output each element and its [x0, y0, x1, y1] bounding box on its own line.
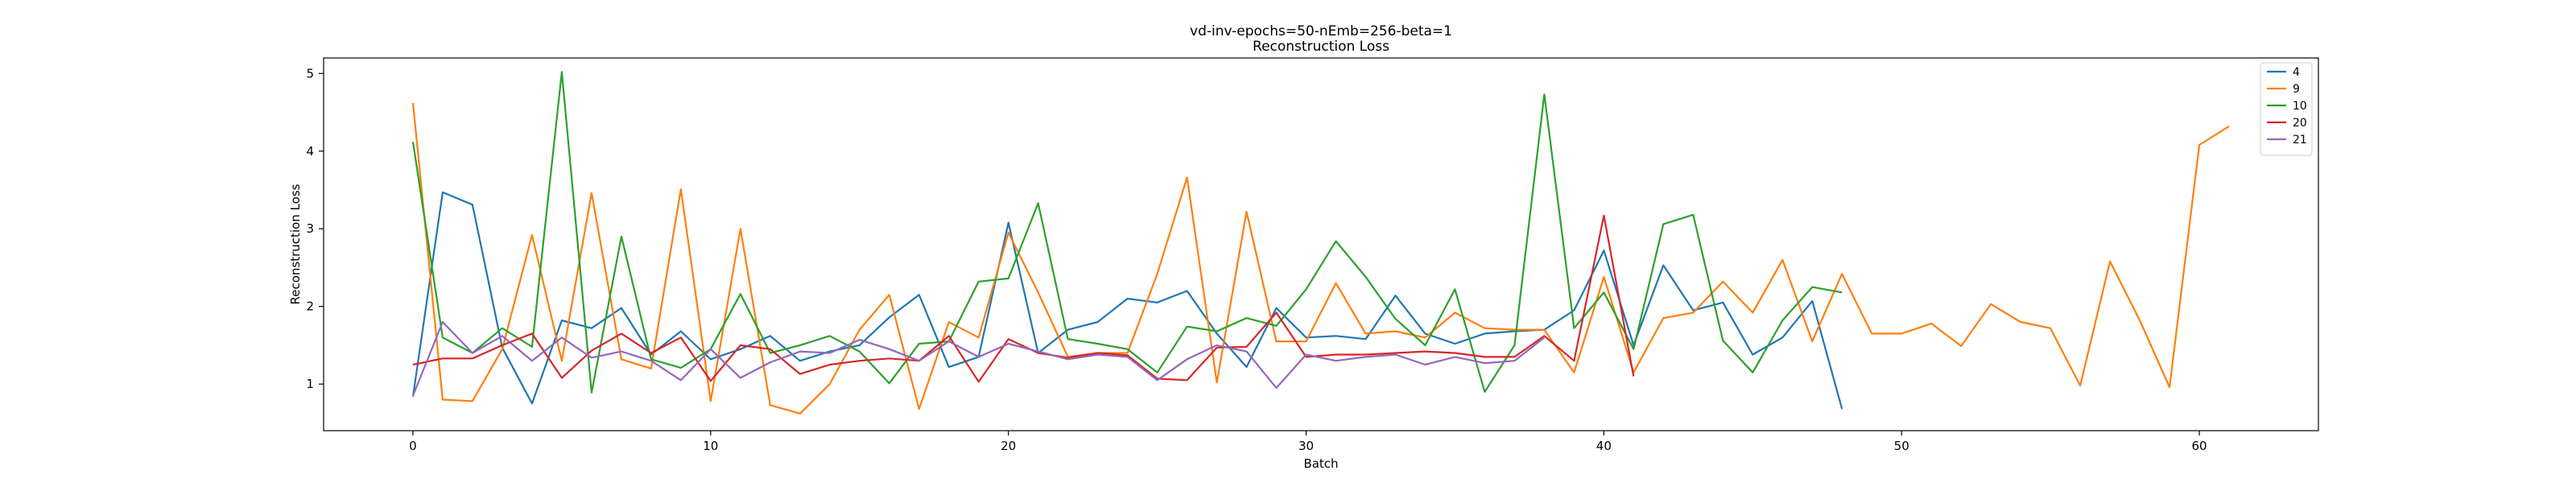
- y-tick-label: 1: [306, 377, 314, 391]
- series-line-21: [411, 320, 1546, 397]
- x-tick-label: 0: [409, 439, 417, 453]
- x-tick-label: 50: [1894, 439, 1909, 453]
- series-line-9: [411, 102, 2230, 415]
- y-axis-label: Reconstruction Loss: [288, 184, 303, 304]
- legend: 4 9 10 20 21: [2260, 62, 2313, 156]
- chart-title: vd-inv-epochs=50-nEmb=256-beta=1: [1190, 23, 1452, 39]
- legend-label: 21: [2293, 134, 2307, 147]
- y-tick-label: 3: [306, 221, 314, 236]
- legend-label: 9: [2293, 83, 2300, 96]
- series-layer: [411, 71, 2230, 415]
- x-tick-label: 10: [703, 439, 718, 453]
- legend-label: 10: [2293, 100, 2307, 113]
- legend-box: [2260, 62, 2313, 156]
- x-axis-label: Batch: [1303, 456, 1338, 471]
- series-line-20: [412, 214, 1635, 383]
- x-tick-label: 30: [1298, 439, 1314, 453]
- chart-subtitle: Reconstruction Loss: [1253, 39, 1389, 55]
- y-tick-label: 5: [306, 66, 314, 80]
- series-line-10: [411, 71, 1843, 394]
- legend-label: 4: [2293, 66, 2300, 79]
- y-tick-label: 2: [306, 299, 314, 314]
- y-tick-label: 4: [306, 144, 314, 159]
- legend-label: 20: [2293, 117, 2307, 130]
- y-axis: 1 2 3 4 5: [306, 66, 324, 391]
- x-tick-label: 20: [1001, 439, 1016, 453]
- series-line-4: [411, 191, 1843, 410]
- plot-frame: [323, 57, 2319, 431]
- x-tick-label: 60: [2192, 439, 2207, 453]
- x-axis: 0 10 20 30 40 50 60: [409, 431, 2207, 453]
- x-tick-label: 40: [1596, 439, 1612, 453]
